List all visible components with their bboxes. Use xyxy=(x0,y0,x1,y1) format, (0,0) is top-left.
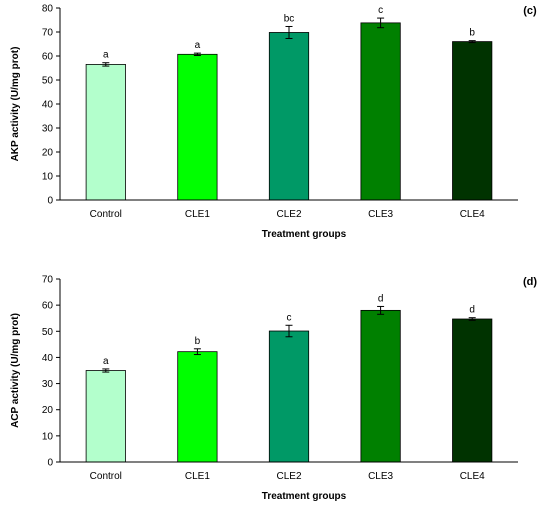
significance-label: d xyxy=(378,293,384,304)
x-axis-title: Treatment groups xyxy=(262,229,347,240)
bar-cle1 xyxy=(177,53,218,201)
y-tick-label: 0 xyxy=(47,458,53,469)
significance-label: b xyxy=(469,28,475,39)
x-tick-label: Control xyxy=(90,471,122,482)
significance-label: d xyxy=(469,305,475,316)
y-tick-label: 40 xyxy=(42,100,54,111)
x-tick-label: CLE4 xyxy=(460,471,485,482)
y-tick-label: 10 xyxy=(42,431,54,442)
chart-panel-d: 0 10 20 30 40 50 60 70 a Control b CLE1 c CLE2 d CLE3 d C… xyxy=(10,275,537,503)
x-tick-label: CLE3 xyxy=(368,209,393,220)
y-tick-label: 50 xyxy=(42,327,54,338)
y-tick-label: 80 xyxy=(42,4,54,15)
bar-control xyxy=(85,370,126,463)
x-tick-label: Control xyxy=(90,209,122,220)
y-tick-label: 10 xyxy=(42,172,54,183)
y-tick-label: 30 xyxy=(42,379,54,390)
y-tick-label: 50 xyxy=(42,76,54,87)
y-tick-label: 20 xyxy=(42,405,54,416)
bar-cle2 xyxy=(268,330,310,463)
significance-label: bc xyxy=(284,13,295,24)
bar-cle1 xyxy=(177,351,218,463)
x-tick-label: CLE2 xyxy=(276,209,301,220)
x-tick-label: CLE1 xyxy=(185,471,210,482)
y-tick-label: 20 xyxy=(42,148,54,159)
bar-cle3 xyxy=(360,309,401,463)
y-tick-label: 70 xyxy=(42,28,54,39)
y-tick-label: 60 xyxy=(42,301,54,312)
significance-label: c xyxy=(378,5,383,16)
y-axis-title: AKP activity (U/mg prot) xyxy=(10,47,21,162)
y-tick-label: 40 xyxy=(42,353,54,364)
y-tick-label: 60 xyxy=(42,52,54,63)
significance-label: a xyxy=(103,356,109,367)
y-tick-label: 70 xyxy=(42,275,54,286)
x-tick-label: CLE4 xyxy=(460,209,485,220)
chart-panel-c: 0 10 20 30 40 50 60 70 80 a Control a CLE1 bc CLE2 c CLE… xyxy=(10,4,537,241)
x-tick-label: CLE2 xyxy=(276,471,301,482)
bar-cle4 xyxy=(452,41,493,201)
bar-cle4 xyxy=(452,318,493,463)
x-axis-title: Treatment groups xyxy=(262,491,347,502)
significance-label: c xyxy=(287,312,292,323)
significance-label: a xyxy=(103,50,109,61)
y-axis-title: ACP activity (U/mg prot) xyxy=(10,313,21,428)
x-tick-label: CLE1 xyxy=(185,209,210,220)
bar-cle3 xyxy=(360,22,401,201)
significance-label: a xyxy=(195,40,201,51)
x-tick-label: CLE3 xyxy=(368,471,393,482)
bar-control xyxy=(85,64,126,201)
panel-tag: (c) xyxy=(523,5,537,17)
panel-tag: (d) xyxy=(523,276,537,288)
bar-cle2 xyxy=(268,32,310,201)
y-tick-label: 30 xyxy=(42,124,54,135)
significance-label: b xyxy=(195,336,201,347)
y-tick-label: 0 xyxy=(47,196,53,207)
